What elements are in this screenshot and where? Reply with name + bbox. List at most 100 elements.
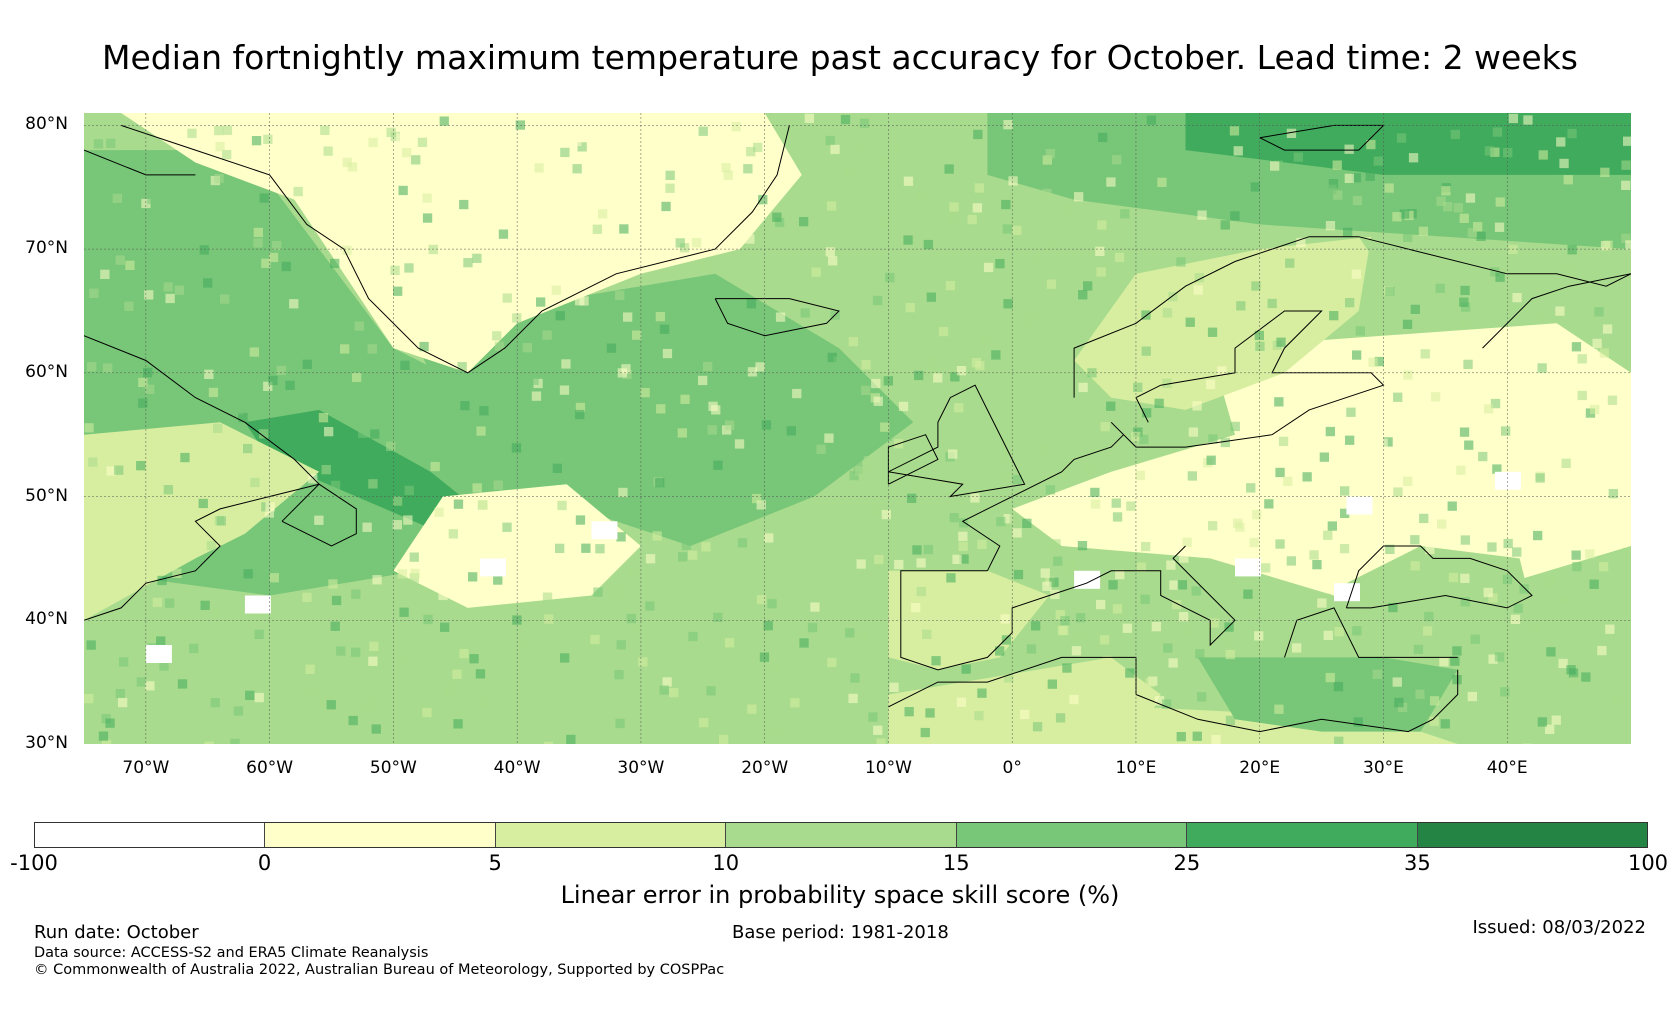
grid-cell [1042,581,1052,591]
grid-cell [216,516,226,526]
grid-cell [991,350,1001,360]
negative-patch [1334,583,1360,602]
grid-cell [1440,719,1450,729]
grid-cell [464,526,474,536]
grid-cell [967,214,977,225]
grid-cell [179,614,190,624]
grid-cell [1250,182,1260,192]
grid-cell [1460,573,1470,583]
grid-cell [1327,521,1337,531]
grid-cell [1100,422,1110,432]
grid-cell [136,677,146,687]
grid-cell [289,299,299,309]
grid-cell [331,595,342,606]
grid-cell [393,286,403,296]
grid-cell [1154,499,1164,509]
grid-cell [1459,297,1469,307]
grid-cell [302,359,312,369]
grid-cell [1483,587,1493,598]
grid-cell [276,365,286,376]
grid-cell [946,573,956,583]
grid-cell [210,698,220,708]
colorbar-segment [495,823,727,847]
grid-cell [655,312,665,322]
grid-cell [1567,128,1577,139]
grid-cell [1622,547,1631,558]
grid-cell [830,144,840,155]
grid-cell [1352,195,1363,206]
grid-cell [1536,310,1546,320]
grid-cell [233,706,244,716]
grid-cell [285,380,295,390]
grid-cell [1495,272,1505,282]
grid-cell [917,192,927,202]
grid-cell [1179,553,1189,563]
grid-cell [871,378,881,389]
map-canvas [84,113,1631,744]
grid-cell [163,282,173,292]
grid-cell [352,372,362,382]
grid-cell [575,402,586,413]
grid-cell [1000,614,1010,624]
grid-cell [165,598,175,608]
grid-cell [1545,577,1556,588]
grid-cell [152,172,162,182]
grid-cell [1083,281,1093,291]
longitude-label: 40°W [493,758,541,778]
grid-cell [448,529,458,539]
grid-cell [1424,203,1434,213]
grid-cell [1111,401,1122,411]
grid-cell [680,394,690,404]
grid-cell [348,715,358,726]
grid-cell [189,643,199,654]
grid-cell [698,126,708,136]
longitude-label: 0° [1002,758,1022,778]
grid-cell [1045,485,1056,495]
grid-cell [1461,302,1471,312]
grid-cell [124,301,134,311]
grid-cell [115,689,125,699]
grid-cell [1441,186,1451,196]
grid-cell [404,485,414,496]
grid-cell [1397,702,1408,713]
grid-cell [1612,694,1622,705]
grid-cell [736,319,746,329]
grid-cell [981,723,991,733]
grid-cell [511,443,522,453]
grid-cell [453,719,463,729]
grid-cell [1001,635,1012,645]
grid-cell [493,480,503,490]
grid-cell [249,347,259,357]
grid-cell [1547,417,1557,427]
grid-cell [1512,293,1522,303]
grid-cell [1060,616,1070,626]
grid-cell [807,622,818,633]
grid-cell [1512,547,1522,557]
grid-cell [1410,304,1420,314]
grid-cell [828,256,838,266]
grid-cell [1270,161,1280,171]
grid-cell [623,312,633,322]
grid-cell [1473,222,1483,232]
grid-cell [243,569,253,579]
grid-cell [1275,467,1285,478]
grid-cell [1394,697,1404,708]
negative-patch [480,558,506,577]
grid-cell [1559,158,1569,169]
grid-cell [1571,550,1581,560]
grid-cell [799,638,809,648]
grid-cell [696,352,706,362]
grid-cell [1429,716,1439,726]
grid-cell [1393,392,1403,402]
grid-cell [911,482,922,492]
grid-cell [1488,593,1498,603]
latitude-label: 50°N [25,485,68,506]
grid-cell [480,698,490,708]
grid-cell [215,142,225,152]
coastline [900,545,1236,671]
grid-cell [1590,404,1600,415]
coastline [714,298,840,337]
grid-cell [1112,155,1122,165]
grid-cell [1126,501,1136,511]
grid-cell [1385,544,1395,554]
